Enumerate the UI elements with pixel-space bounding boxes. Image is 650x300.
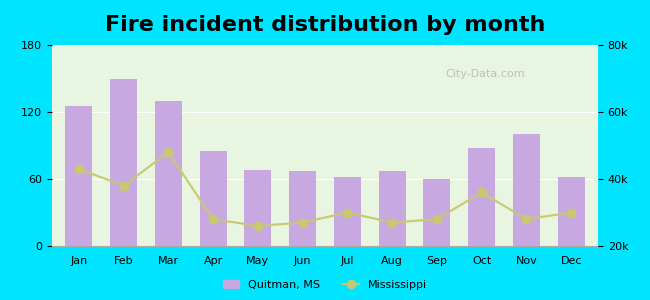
Bar	[111, 79, 137, 246]
Bar	[200, 151, 227, 246]
Bar	[513, 134, 540, 246]
Text: Fire incident distribution by month: Fire incident distribution by month	[105, 15, 545, 35]
Text: City-Data.com: City-Data.com	[445, 69, 525, 79]
Bar	[155, 101, 182, 246]
Bar	[379, 171, 406, 246]
Bar	[244, 170, 271, 246]
Bar	[558, 177, 584, 246]
Legend: Quitman, MS, Mississippi: Quitman, MS, Mississippi	[218, 276, 432, 294]
Bar	[423, 179, 450, 246]
Bar	[66, 106, 92, 246]
Bar	[334, 177, 361, 246]
Bar	[468, 148, 495, 246]
Bar	[289, 171, 316, 246]
